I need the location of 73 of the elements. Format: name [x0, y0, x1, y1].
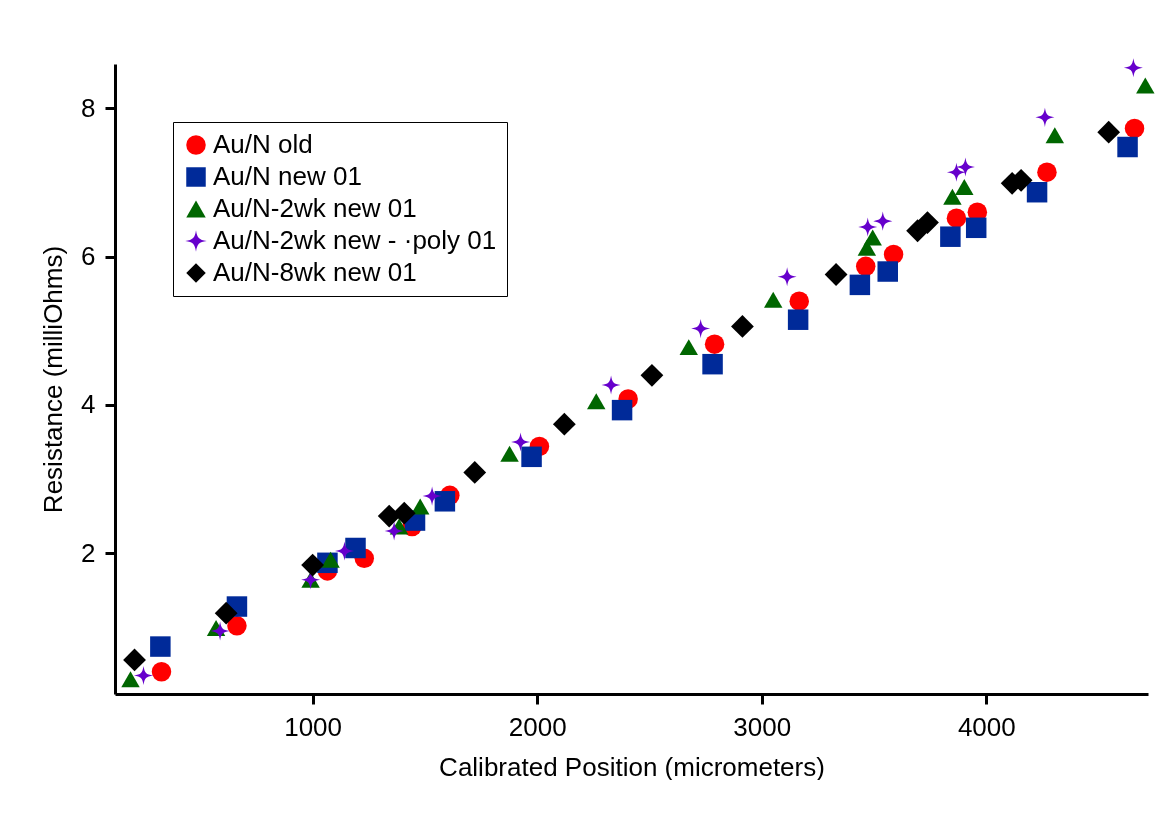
y-axis-title: Resistance (milliOhms) [38, 245, 69, 514]
point [133, 665, 154, 685]
point [552, 412, 576, 436]
point [1124, 118, 1145, 139]
point [1097, 120, 1121, 144]
x-tick-label: 3000 [733, 711, 792, 742]
point [640, 363, 664, 387]
legend-label: Au/N-2wk new 01 [213, 193, 417, 223]
point [345, 537, 366, 559]
point [731, 314, 754, 338]
point [121, 671, 140, 688]
point [1035, 107, 1055, 127]
legend-label: Au/N-2wk new - ·poly 01 [213, 225, 497, 255]
point [824, 263, 848, 286]
point [392, 501, 416, 525]
point [611, 399, 633, 421]
point [946, 162, 966, 182]
point [1136, 77, 1155, 94]
point [422, 486, 442, 506]
point [214, 601, 238, 625]
y-tick-label: 4 [81, 389, 96, 420]
point [1123, 58, 1143, 78]
point [789, 291, 809, 311]
point [787, 309, 809, 330]
point [704, 334, 725, 354]
point [873, 211, 893, 231]
point [763, 291, 783, 308]
point [150, 636, 171, 657]
point [679, 339, 698, 356]
point [123, 648, 146, 672]
point [227, 616, 247, 636]
point [1026, 181, 1048, 203]
point [863, 229, 882, 246]
point [943, 188, 962, 205]
point [1117, 136, 1138, 158]
point [434, 491, 456, 512]
point [855, 256, 876, 277]
point [702, 353, 723, 375]
x-tick-label: 1000 [284, 711, 343, 742]
x-tick-label: 4000 [957, 711, 1016, 742]
point [210, 621, 230, 641]
point [321, 551, 340, 568]
point [521, 446, 542, 468]
point [384, 521, 404, 541]
point [500, 445, 519, 462]
y-tick-label: 2 [81, 537, 96, 568]
legend-label: Au/N old [213, 129, 313, 159]
point [691, 319, 711, 339]
point [601, 375, 621, 395]
point [940, 226, 961, 247]
point [858, 217, 878, 237]
point [946, 208, 967, 228]
point [301, 553, 325, 577]
point [777, 267, 797, 287]
point [511, 432, 531, 452]
point [151, 662, 172, 682]
point [916, 211, 939, 235]
point [965, 217, 987, 239]
x-tick-label: 2000 [508, 711, 567, 742]
y-tick-label: 8 [81, 92, 96, 123]
point [1045, 127, 1065, 144]
point [463, 460, 487, 484]
legend-label: Au/N new 01 [213, 161, 362, 191]
point [587, 393, 606, 410]
point [849, 274, 871, 296]
point [1037, 162, 1057, 182]
legend-label: Au/N-8wk new 01 [213, 257, 417, 287]
point [877, 261, 898, 282]
point [955, 179, 974, 196]
y-tick-label: 6 [81, 241, 96, 272]
point [334, 541, 355, 561]
point [955, 157, 975, 177]
x-axis-title: Calibrated Position (micrometers) [439, 751, 825, 782]
